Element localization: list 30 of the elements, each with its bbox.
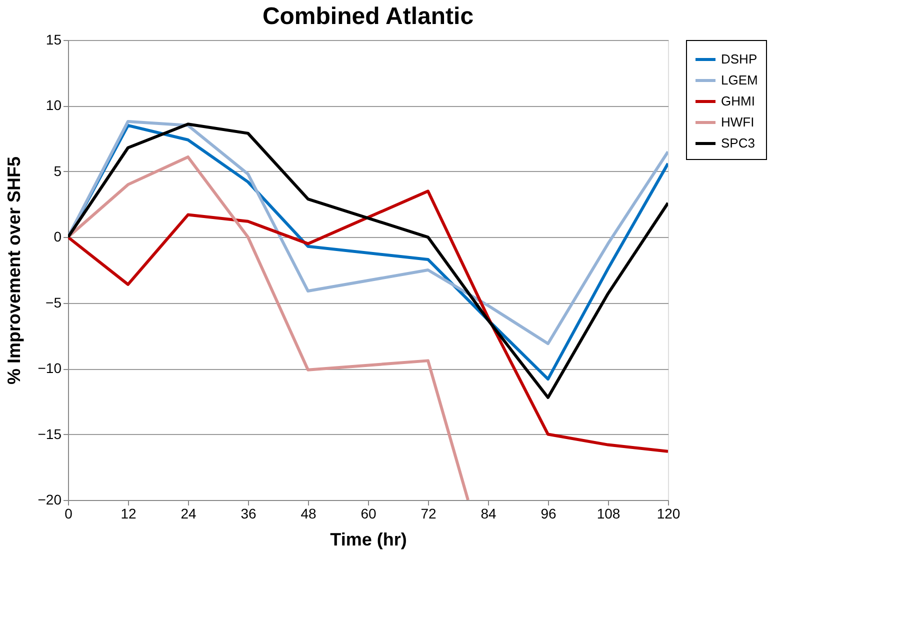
chart-title: Combined Atlantic bbox=[262, 3, 474, 30]
legend-label: DSHP bbox=[721, 52, 758, 66]
y-tick-label: 10 bbox=[46, 97, 62, 114]
legend-label: GHMI bbox=[721, 94, 755, 108]
legend-label: SPC3 bbox=[721, 136, 755, 150]
y-tick-label: −15 bbox=[38, 426, 62, 442]
x-tick-label: 84 bbox=[480, 506, 496, 522]
legend-label: HWFI bbox=[721, 114, 754, 130]
x-tick-label: 108 bbox=[596, 506, 620, 522]
x-tick-label: 72 bbox=[420, 506, 436, 522]
x-tick-label: 12 bbox=[120, 506, 136, 522]
x-axis-title: Time (hr) bbox=[330, 530, 407, 550]
x-tick-label: 48 bbox=[300, 506, 316, 522]
y-tick-label: −10 bbox=[38, 360, 62, 376]
x-tick-label: 0 bbox=[64, 506, 73, 522]
y-tick-label: −20 bbox=[38, 492, 62, 508]
line-series bbox=[68, 190, 668, 453]
line-series bbox=[68, 120, 668, 346]
x-tick-label: 36 bbox=[240, 506, 256, 522]
x-tick-label: 24 bbox=[180, 506, 196, 522]
y-axis-title: % Improvement over SHF5 bbox=[4, 156, 24, 385]
x-tick-label: 60 bbox=[360, 506, 376, 522]
line-series bbox=[68, 155, 470, 500]
y-tick-label: 15 bbox=[46, 32, 62, 48]
y-tick-label: 5 bbox=[54, 162, 62, 179]
x-tick-label: 96 bbox=[540, 506, 556, 522]
y-tick-label: 0 bbox=[54, 228, 62, 245]
x-tick-label: 120 bbox=[656, 506, 680, 522]
legend-label: LGEM bbox=[721, 72, 758, 88]
y-tick-label: −5 bbox=[46, 294, 62, 310]
